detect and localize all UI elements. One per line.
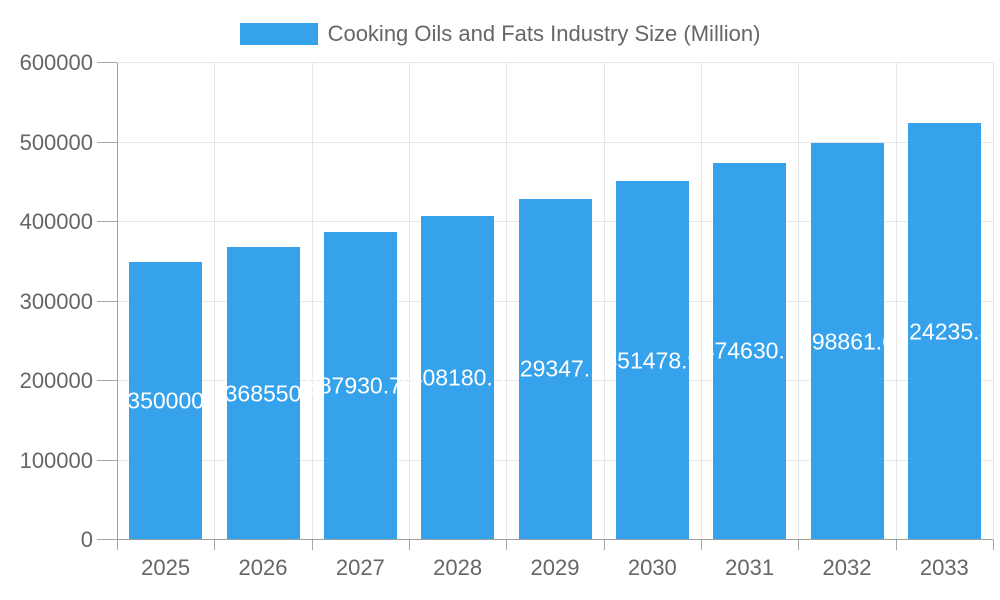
gridline-vertical	[895, 63, 897, 540]
legend-item[interactable]: Cooking Oils and Fats Industry Size (Mil…	[239, 21, 761, 47]
y-axis-line	[117, 63, 118, 540]
bar-value-label: 408180.9	[409, 364, 506, 391]
bar: 368550	[224, 247, 302, 540]
y-tick-mark	[97, 539, 117, 540]
y-tick-mark	[97, 380, 117, 381]
x-axis-label: 2029	[530, 555, 580, 580]
bar-value-label: 368550	[224, 380, 302, 406]
gridline-vertical	[214, 63, 216, 540]
bar-value-label: 451478.9	[604, 347, 701, 374]
bar: 451478.9	[604, 181, 700, 540]
bar: 474630.9	[702, 162, 798, 540]
x-tick-mark	[311, 540, 313, 550]
y-axis-label: 400000	[19, 209, 93, 234]
bar: 387930.75	[306, 231, 415, 540]
legend-swatch	[239, 23, 318, 45]
legend-label: Cooking Oils and Fats Industry Size (Mil…	[327, 21, 761, 46]
y-axis-label: 100000	[19, 447, 93, 473]
x-axis-label: 2030	[627, 555, 677, 580]
y-tick-mark	[97, 459, 117, 461]
x-tick-mark	[409, 540, 410, 550]
legend: Cooking Oils and Fats Industry Size (Mil…	[0, 21, 1000, 47]
bar: 429347.1	[507, 198, 603, 540]
plot-area: 350000 368550 387930.75 408180.9 429347.1 451…	[20, 52, 994, 579]
x-axis-line	[117, 539, 993, 540]
x-axis-label: 2033	[919, 555, 969, 580]
bar-value-label: 498861.6	[799, 328, 895, 355]
gridline-horizontal	[117, 62, 993, 63]
x-axis-label: 2025	[141, 555, 191, 580]
bar: 524235.3	[896, 123, 992, 540]
x-tick-mark	[117, 540, 118, 550]
bar: 408180.9	[410, 215, 506, 540]
x-tick-mark	[895, 540, 897, 550]
gridline-horizontal	[117, 141, 993, 143]
bar: 350000	[127, 261, 205, 540]
x-axis-label: 2031	[725, 555, 775, 580]
bar-value-label: 350000	[127, 387, 205, 414]
y-axis-label: 200000	[19, 368, 93, 393]
gridline-vertical	[701, 63, 702, 540]
gridline-vertical	[311, 63, 313, 540]
x-tick-mark	[506, 540, 508, 550]
x-axis-label: 2026	[238, 555, 288, 580]
x-tick-mark	[798, 540, 800, 550]
gridline-vertical	[798, 63, 800, 540]
x-tick-mark	[603, 540, 605, 550]
bar: 498861.6	[799, 143, 895, 540]
y-tick-mark	[97, 62, 117, 63]
y-axis-label: 500000	[19, 129, 93, 155]
x-axis-label: 2028	[433, 555, 483, 580]
x-tick-mark	[993, 540, 994, 550]
y-axis-label: 0	[80, 527, 93, 552]
y-axis-label: 300000	[19, 288, 93, 314]
x-axis-label: 2027	[335, 555, 385, 580]
bar-value-label: 474630.9	[701, 337, 798, 364]
bar-value-label: 524235.3	[896, 318, 993, 345]
bar-value-label: 387930.75	[305, 372, 415, 399]
gridline-vertical	[409, 63, 410, 540]
bar-value-label: 429347.1	[507, 355, 603, 382]
y-axis-label: 600000	[19, 50, 93, 75]
x-tick-mark	[701, 540, 702, 550]
gridline-vertical	[506, 63, 508, 540]
y-tick-mark	[97, 141, 117, 143]
x-tick-mark	[214, 540, 216, 550]
y-tick-mark	[97, 300, 117, 302]
gridline-vertical	[993, 63, 994, 540]
y-tick-mark	[97, 221, 117, 222]
gridline-vertical	[603, 63, 605, 540]
x-axis-label: 2032	[822, 555, 872, 580]
